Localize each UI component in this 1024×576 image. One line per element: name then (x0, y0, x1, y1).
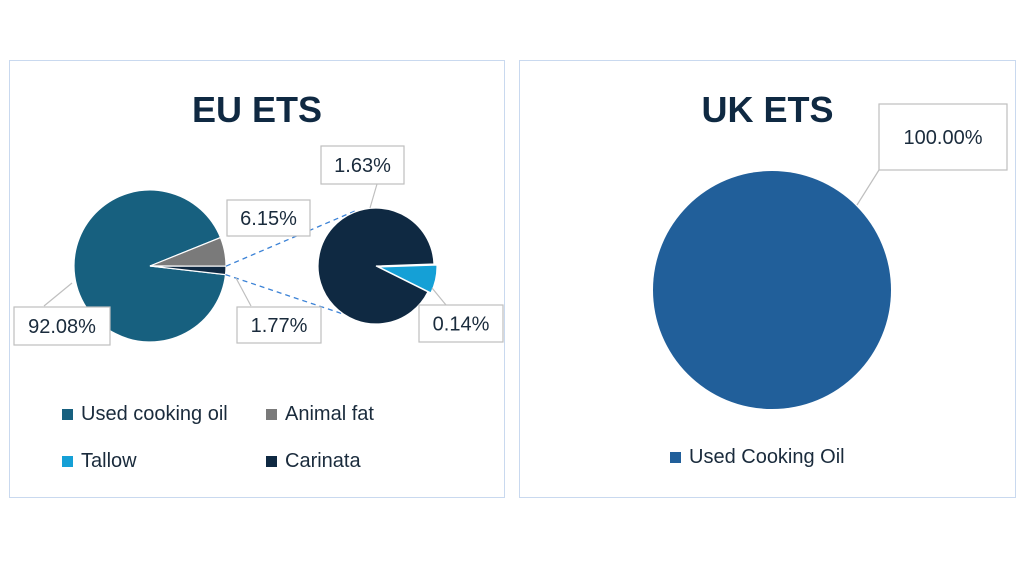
legend-label: Animal fat (285, 403, 374, 425)
label-uk-used-cooking-oil-leader (856, 169, 880, 206)
label-animal-fat-box (226, 199, 311, 237)
slice-carinata (317, 207, 435, 325)
legend-label: Used Cooking Oil (689, 446, 845, 468)
legend-tallow: Tallow (62, 450, 137, 473)
label-animal-fat: 6.15% (240, 208, 297, 230)
connector-bottom (225, 273, 356, 319)
label-uk-used-cooking-oil: 100.00% (904, 127, 983, 149)
legend-label: Tallow (81, 450, 137, 472)
label-other-box (236, 306, 322, 344)
legend-swatch (62, 409, 73, 420)
legend-carinata: Carinata (266, 450, 361, 473)
label-other-leader (235, 277, 252, 307)
label-uk-used-cooking-oil-box (878, 103, 1008, 171)
legend-label: Used cooking oil (81, 403, 228, 425)
label-used-cooking-oil: 92.08% (28, 316, 96, 338)
label-carinata-leader (369, 183, 378, 209)
label-tallow-leader (431, 287, 447, 306)
legend-label: Carinata (285, 450, 361, 472)
label-carinata: 1.63% (334, 155, 391, 177)
legend-swatch (62, 456, 73, 467)
label-tallow-box (418, 304, 504, 343)
legend-swatch (266, 409, 277, 420)
label-used-cooking-oil-leader (43, 282, 73, 307)
legend-animal-fat: Animal fat (266, 403, 374, 426)
eu-chart-title: EU ETS (191, 89, 323, 130)
legend-swatch (670, 452, 681, 463)
legend-used-cooking-oil: Used cooking oil (62, 403, 228, 426)
label-tallow: 0.14% (433, 314, 490, 336)
slice-used-cooking-oil (73, 189, 227, 343)
legend-swatch (266, 456, 277, 467)
label-carinata-box (320, 145, 405, 185)
label-used-cooking-oil-box (13, 306, 111, 346)
legend-uk-used-cooking-oil: Used Cooking Oil (670, 446, 845, 469)
uk-chart-title: UK ETS (701, 89, 834, 130)
slice-tallow (378, 264, 438, 294)
slice-other (149, 265, 227, 276)
slice-uk-used-cooking-oil (653, 171, 891, 409)
label-other: 1.77% (251, 315, 308, 337)
